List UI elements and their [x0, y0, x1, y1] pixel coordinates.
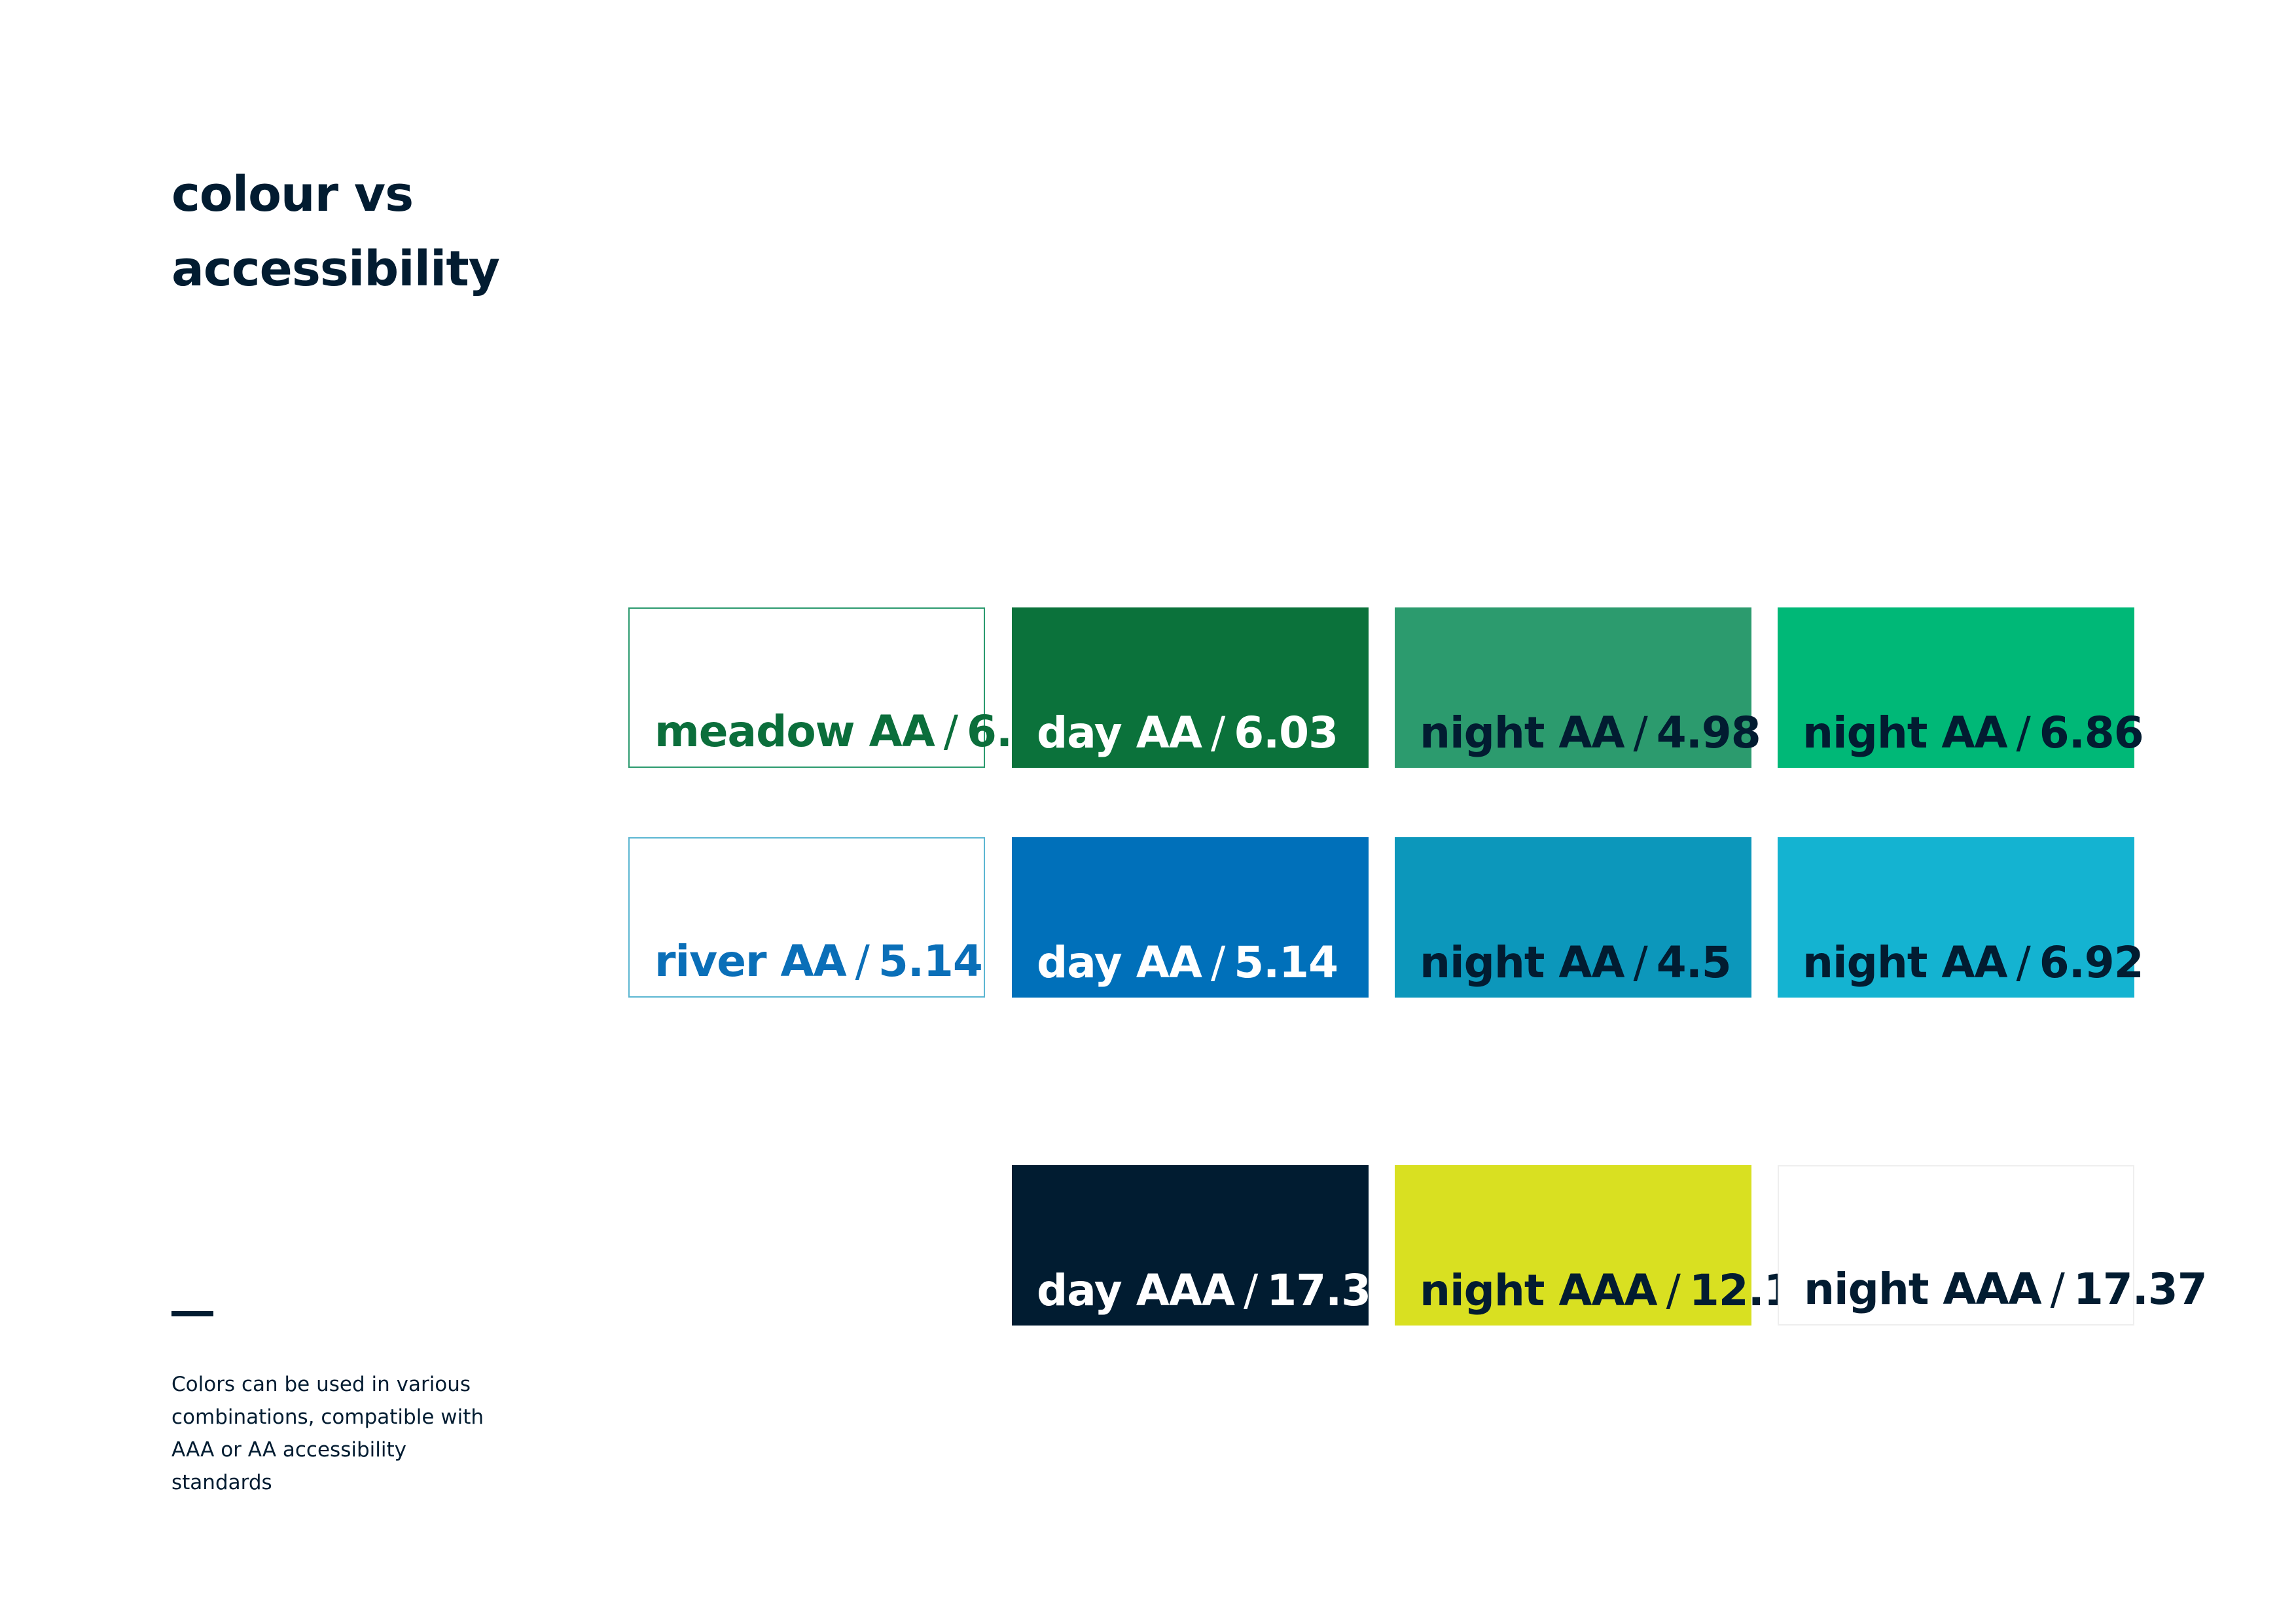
swatch-separator: / [2016, 708, 2031, 758]
swatch-night-white: night AAA/17.37 [1778, 1165, 2208, 1326]
swatch-day-navy: day AAA/17.37 [1012, 1165, 1401, 1326]
swatch-ratio: 4.98 [1656, 708, 1761, 758]
swatch-name: meadow [655, 706, 855, 757]
swatch-label: night AA/6.92 [1803, 941, 2144, 984]
swatch-level: AA [869, 706, 935, 757]
swatch-separator: / [2050, 1264, 2065, 1314]
section-divider [171, 1311, 213, 1316]
swatch-level: AA [1558, 708, 1624, 758]
description-text: Colors can be used in various combinatio… [171, 1373, 484, 1494]
swatch-separator: / [1210, 937, 1225, 988]
swatch-name: night [1803, 708, 1928, 758]
page-title-line-1: colour vs [171, 166, 414, 223]
swatch-level: AA [1558, 937, 1624, 988]
swatch-name: night [1420, 1265, 1545, 1316]
swatch-ratio: 4.5 [1656, 937, 1732, 988]
swatch-day-meadow: day AA/6.03 [1012, 607, 1369, 768]
swatch-name: day [1037, 708, 1122, 758]
swatch-level: AAA [1943, 1264, 2041, 1314]
swatch-separator: / [1210, 708, 1225, 758]
swatch-separator: / [1244, 1265, 1258, 1316]
swatch-separator: / [2016, 937, 2031, 988]
swatch-label: meadow AA/6.03 [655, 710, 1071, 753]
swatch-level: AA [1941, 708, 2007, 758]
swatch-night-teal: night AA/4.5 [1395, 837, 1751, 998]
swatch-name: day [1037, 937, 1122, 988]
swatch-night-grass: night AA/4.98 [1395, 607, 1761, 768]
swatch-name: river [655, 936, 767, 986]
swatch-separator: / [943, 706, 958, 757]
swatch-label: night AA/4.5 [1420, 941, 1732, 984]
swatch-day-river: day AA/5.14 [1012, 837, 1369, 998]
swatch-night-lime: night AAA/12.11 [1395, 1165, 1823, 1326]
swatch-ratio: 5.14 [878, 936, 983, 986]
swatch-level: AA [1941, 937, 2007, 988]
page-title-line-2: accessibility [171, 241, 500, 297]
swatch-label: night AA/4.98 [1420, 712, 1761, 755]
swatch-label: night AA/6.86 [1803, 712, 2144, 755]
swatch-separator: / [855, 936, 870, 986]
swatch-level: AAA [1136, 1265, 1235, 1316]
swatch-night-mint: night AA/6.86 [1778, 607, 2144, 768]
page-title: colour vs accessibility [171, 157, 500, 306]
swatch-night-cyan: night AA/6.92 [1778, 837, 2144, 998]
swatch-separator: / [1666, 1265, 1681, 1316]
swatch-level: AA [780, 936, 847, 986]
swatch-name: day [1037, 1265, 1122, 1316]
swatch-separator: / [1633, 937, 1648, 988]
swatch-level: AA [1136, 708, 1202, 758]
swatch-label: night AAA/17.37 [1804, 1268, 2208, 1311]
swatch-name: night [1803, 937, 1928, 988]
swatch-label: day AA/5.14 [1037, 941, 1338, 984]
swatch-label: day AA/6.03 [1037, 712, 1338, 755]
swatch-ratio: 17.37 [1266, 1265, 1401, 1316]
swatch-name: night [1804, 1264, 1929, 1314]
swatch-ratio: 6.86 [2039, 708, 2144, 758]
swatch-ratio: 6.03 [1234, 708, 1338, 758]
swatch-separator: / [1633, 708, 1648, 758]
swatch-label: river AA/5.14 [655, 940, 983, 983]
swatch-level: AA [1136, 937, 1202, 988]
swatch-river-white: river AA/5.14 [628, 837, 985, 998]
swatch-level: AAA [1558, 1265, 1657, 1316]
swatch-meadow-white: meadow AA/6.03 [628, 607, 1071, 768]
swatch-label: day AAA/17.37 [1037, 1269, 1401, 1312]
swatch-name: night [1420, 937, 1545, 988]
swatch-label: night AAA/12.11 [1420, 1269, 1823, 1312]
swatch-ratio: 5.14 [1234, 937, 1338, 988]
swatch-ratio: 17.37 [2073, 1264, 2208, 1314]
swatch-name: night [1420, 708, 1545, 758]
swatch-ratio: 6.92 [2039, 937, 2144, 988]
